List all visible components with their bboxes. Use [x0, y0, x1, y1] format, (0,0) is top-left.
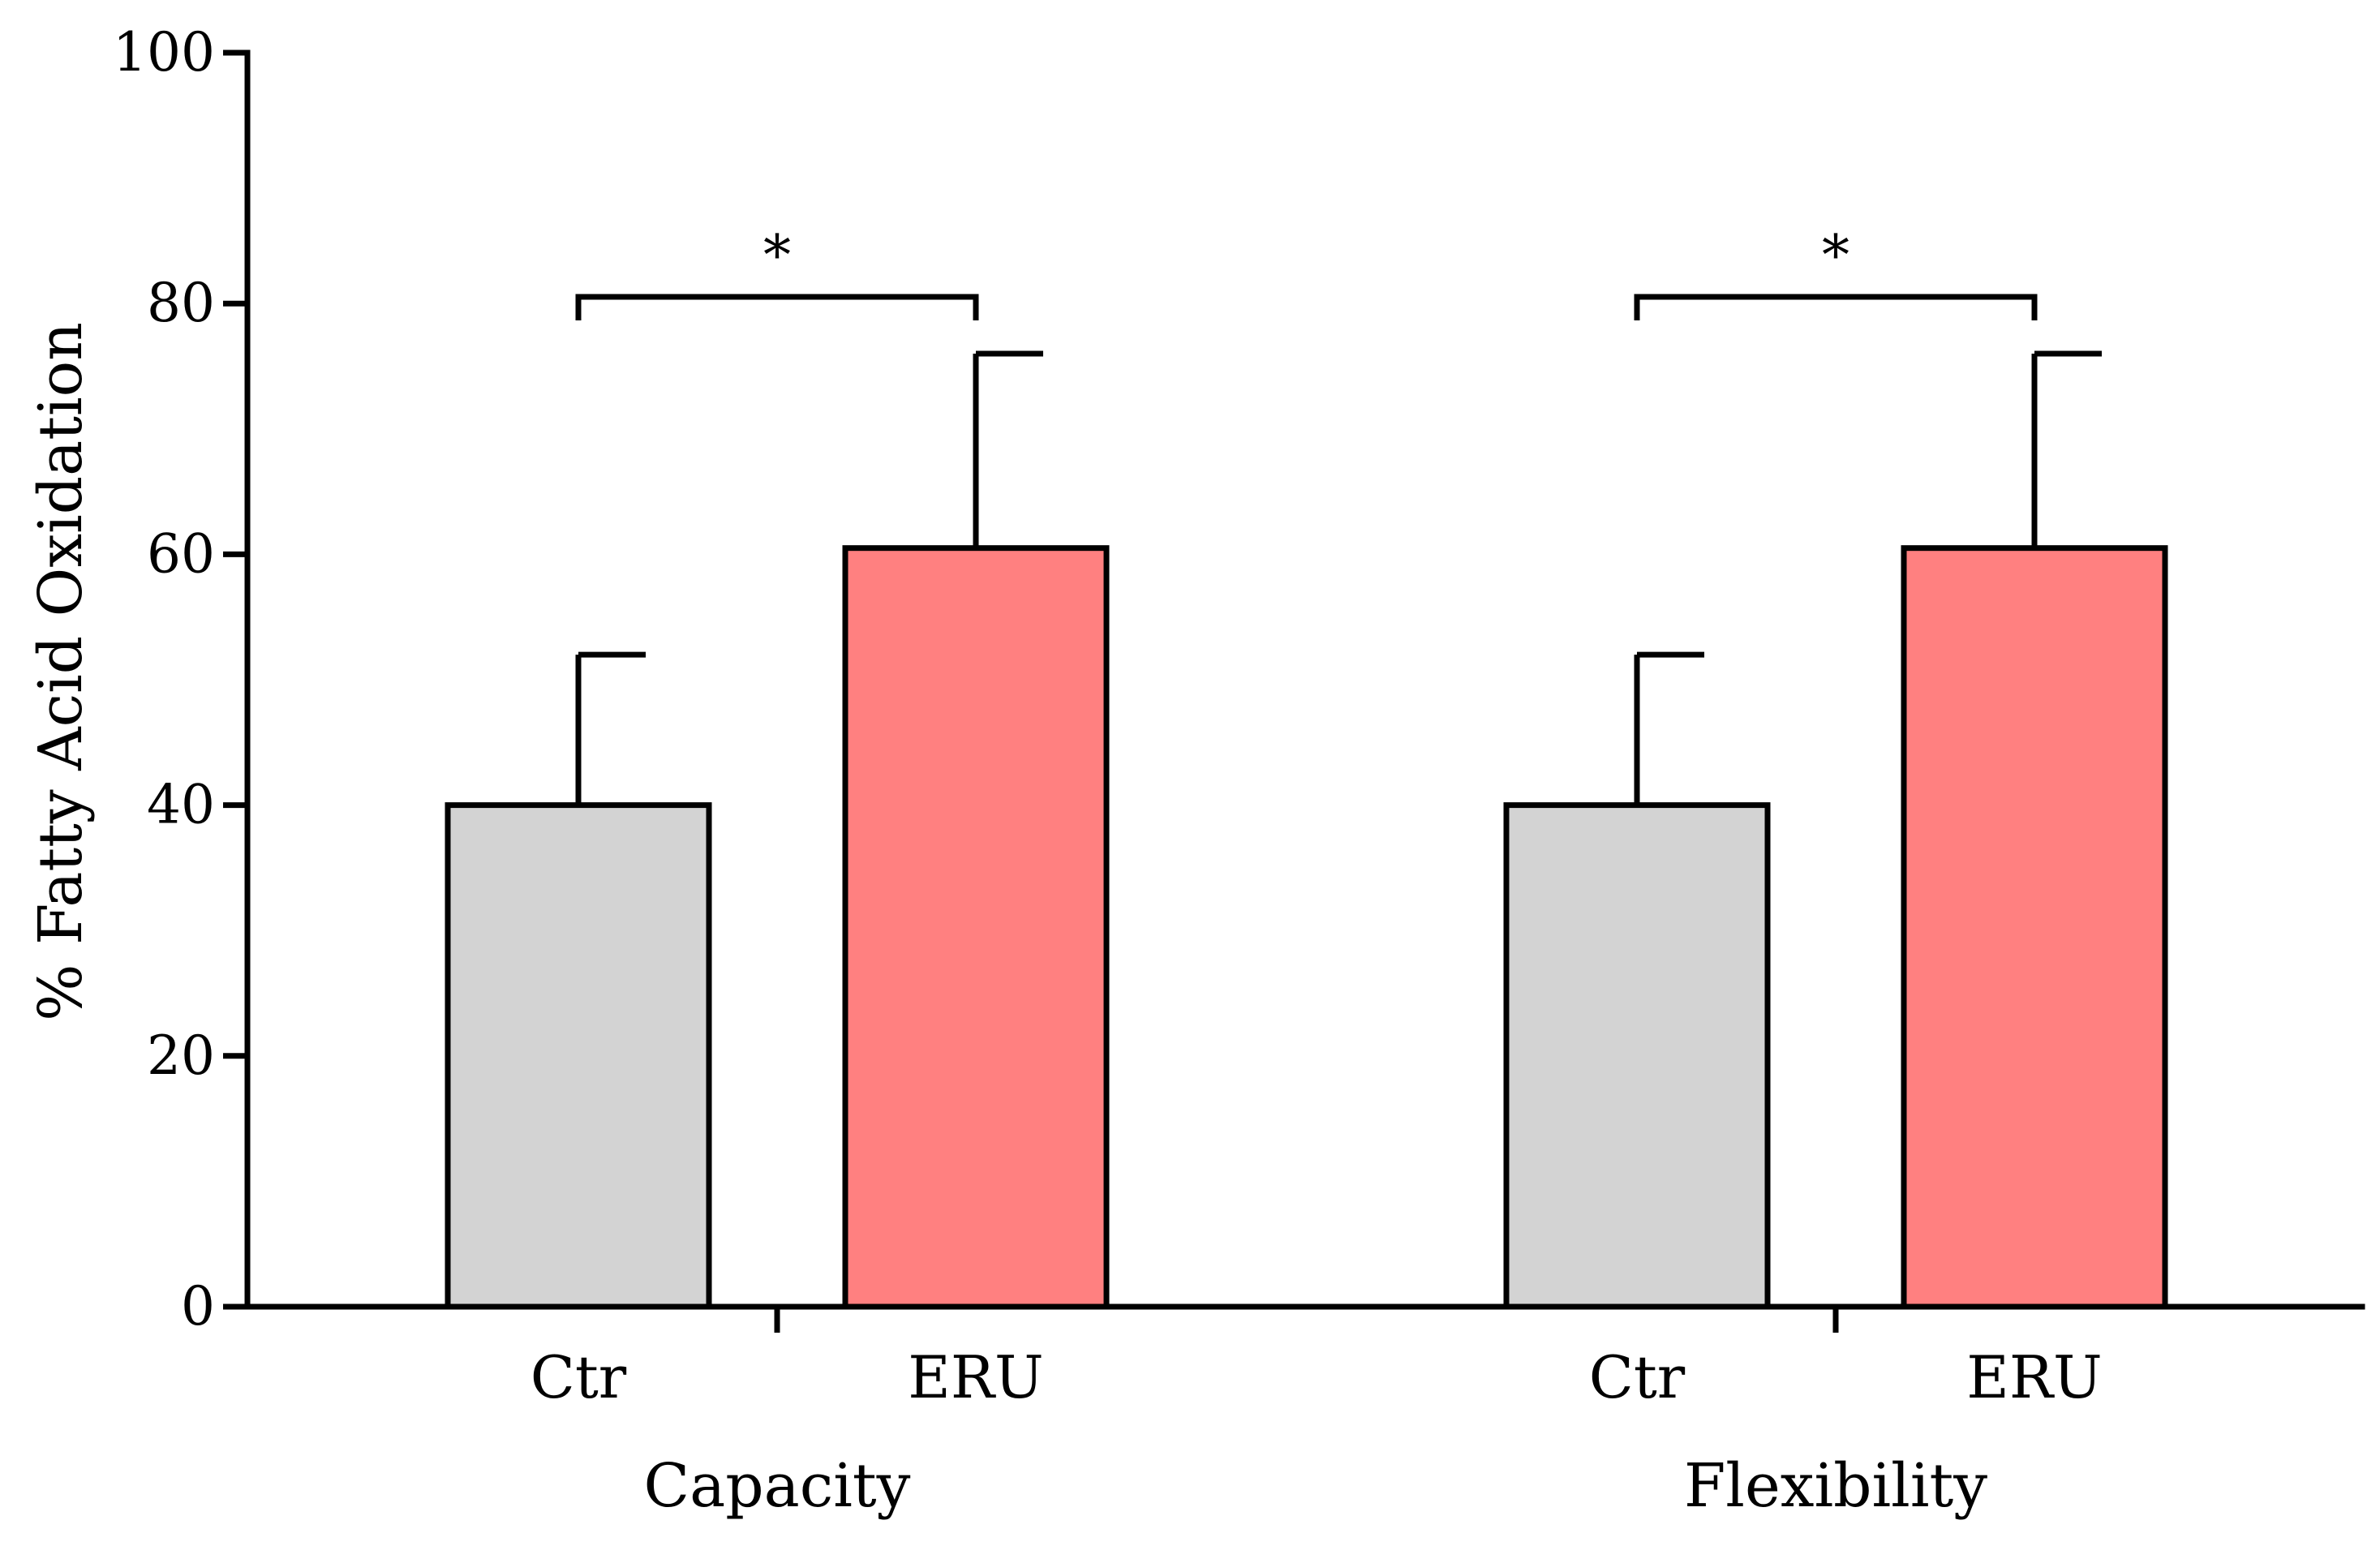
y-axis-label: % Fatty Acid Oxidation	[26, 322, 96, 1021]
bars-layer	[445, 545, 2168, 1310]
bar-flexibility-eru	[1901, 545, 2168, 1310]
bar-flexibility-ctr	[1503, 802, 1771, 1310]
y-tick-label-20: 20	[147, 1024, 215, 1087]
significance-bracket-flexibility	[1634, 294, 2038, 320]
error-bars-layer	[575, 350, 2102, 805]
category-label-capacity-ctr: Ctr	[531, 1343, 627, 1411]
significance-marker-flexibility: *	[1822, 224, 1849, 288]
group-label-capacity: Capacity	[644, 1451, 911, 1521]
category-label-capacity-eru: ERU	[908, 1343, 1043, 1411]
y-tick-label-40: 40	[147, 774, 215, 836]
bar-capacity-eru	[842, 545, 1110, 1310]
y-tick-label-100: 100	[113, 21, 215, 84]
category-label-flexibility-ctr: Ctr	[1589, 1343, 1686, 1411]
significance-bracket-capacity	[575, 294, 979, 320]
bar-capacity-ctr	[445, 802, 712, 1310]
y-tick-label-0: 0	[181, 1275, 215, 1338]
y-tick-label-80: 80	[147, 272, 215, 334]
significance-layer: * *	[575, 224, 2038, 320]
category-label-flexibility-eru: ERU	[1966, 1343, 2102, 1411]
axes-layer	[223, 49, 2365, 1333]
group-label-flexibility: Flexibility	[1684, 1451, 1987, 1521]
significance-marker-capacity: *	[763, 224, 791, 288]
y-tick-label-60: 60	[147, 522, 215, 585]
